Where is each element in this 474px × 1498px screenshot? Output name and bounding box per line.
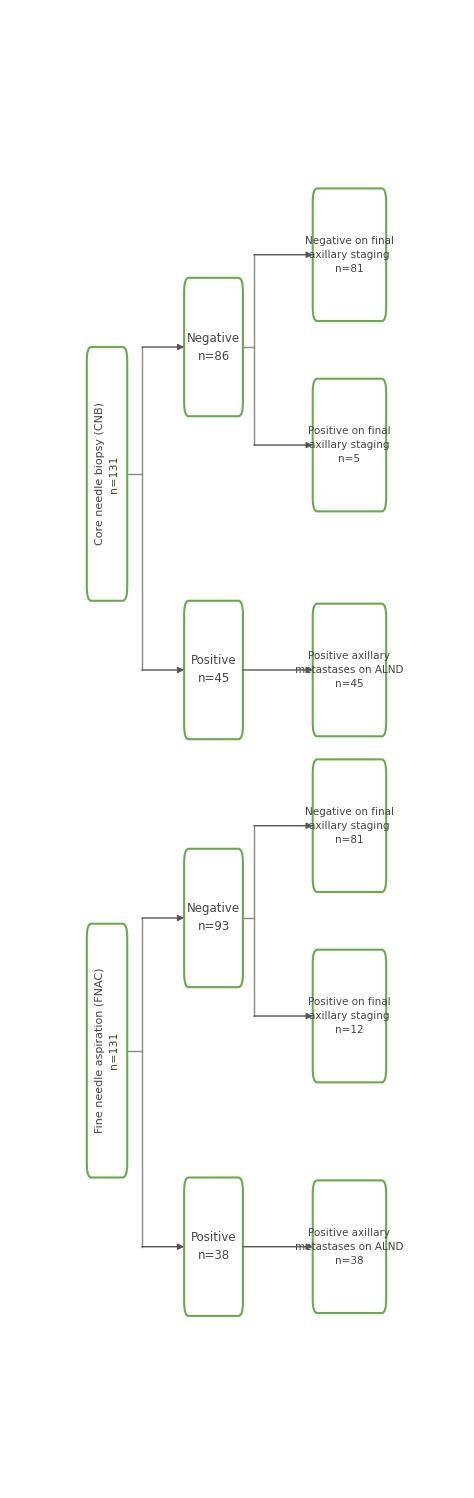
Text: Core needle biopsy (CNB)
n=131: Core needle biopsy (CNB) n=131 bbox=[95, 403, 119, 545]
FancyBboxPatch shape bbox=[184, 1177, 243, 1315]
Text: Positive axillary
metastases on ALND
n=45: Positive axillary metastases on ALND n=4… bbox=[295, 652, 404, 689]
Text: Positive axillary
metastases on ALND
n=38: Positive axillary metastases on ALND n=3… bbox=[295, 1228, 404, 1266]
FancyBboxPatch shape bbox=[87, 348, 127, 601]
FancyBboxPatch shape bbox=[313, 950, 386, 1083]
FancyBboxPatch shape bbox=[313, 1180, 386, 1314]
Text: Negative
n=93: Negative n=93 bbox=[187, 902, 240, 933]
FancyBboxPatch shape bbox=[87, 924, 127, 1177]
FancyBboxPatch shape bbox=[313, 759, 386, 891]
Text: Negative
n=86: Negative n=86 bbox=[187, 331, 240, 363]
Text: Negative on final
axillary staging
n=81: Negative on final axillary staging n=81 bbox=[305, 235, 394, 274]
Text: Positive on final
axillary staging
n=12: Positive on final axillary staging n=12 bbox=[308, 998, 391, 1035]
FancyBboxPatch shape bbox=[184, 601, 243, 739]
FancyBboxPatch shape bbox=[184, 849, 243, 987]
Text: Fine needle aspiration (FNAC)
n=131: Fine needle aspiration (FNAC) n=131 bbox=[95, 968, 119, 1134]
FancyBboxPatch shape bbox=[313, 189, 386, 321]
Text: Positive
n=38: Positive n=38 bbox=[191, 1231, 237, 1263]
Text: Positive on final
axillary staging
n=5: Positive on final axillary staging n=5 bbox=[308, 425, 391, 464]
Text: Negative on final
axillary staging
n=81: Negative on final axillary staging n=81 bbox=[305, 807, 394, 845]
Text: Positive
n=45: Positive n=45 bbox=[191, 655, 237, 686]
FancyBboxPatch shape bbox=[184, 277, 243, 416]
FancyBboxPatch shape bbox=[313, 379, 386, 511]
FancyBboxPatch shape bbox=[313, 604, 386, 737]
